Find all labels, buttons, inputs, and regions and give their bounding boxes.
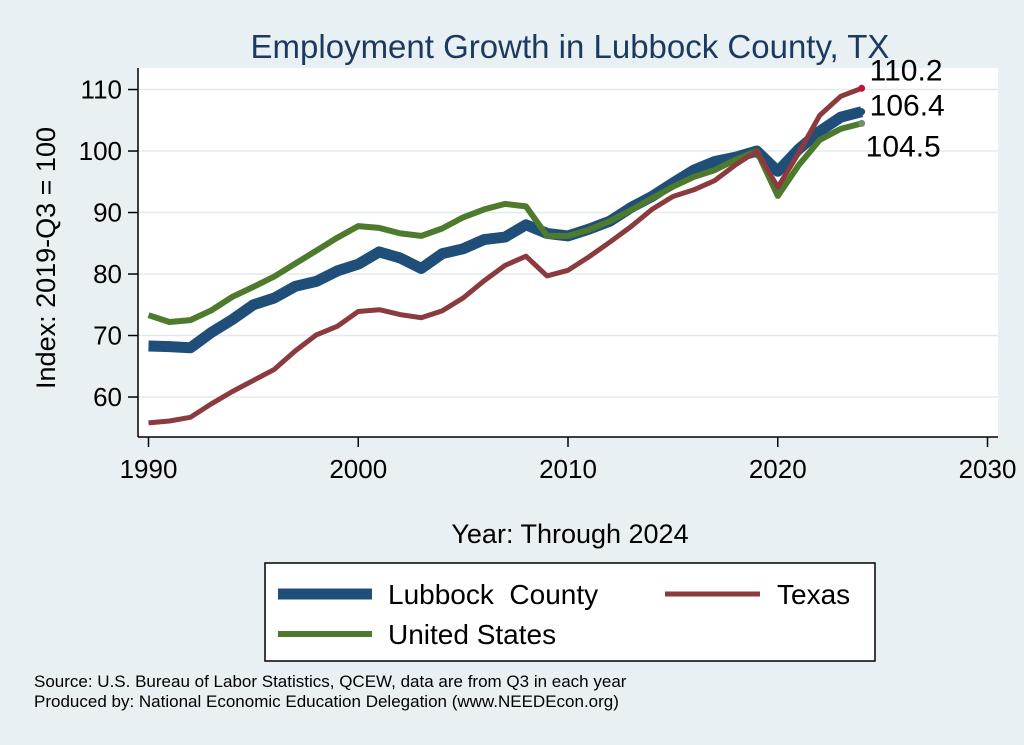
x-tick-label-2010: 2010	[539, 454, 597, 484]
axes	[128, 68, 998, 447]
legend-label-us: United States	[388, 619, 556, 650]
producer-note: Produced by: National Economic Education…	[34, 692, 619, 711]
end-point-texas	[858, 84, 866, 92]
end-label-lubbock: 106.4	[870, 90, 945, 123]
chart-title: Employment Growth in Lubbock County, TX	[251, 28, 890, 65]
footer-notes: Source: U.S. Bureau of Labor Statistics,…	[34, 672, 626, 712]
y-tick-label-80: 80	[93, 259, 122, 289]
y-tick-label-90: 90	[93, 198, 122, 228]
end-point-us	[858, 119, 866, 127]
end-label-texas: 110.2	[870, 54, 943, 87]
series-line-texas	[148, 85, 863, 426]
tick-labels: 60 70 80 90 100 110 1990 2000 2010 2020 2030	[79, 75, 1017, 484]
x-tick-label-2000: 2000	[329, 454, 387, 484]
y-tick-label-110: 110	[81, 75, 122, 105]
end-point-lubbock	[858, 108, 866, 116]
x-tick-label-2020: 2020	[749, 454, 807, 484]
x-tick-label-2030: 2030	[959, 454, 1017, 484]
y-axis-title: Index: 2019-Q3 = 100	[31, 127, 61, 389]
legend-label-lubbock: Lubbock County	[388, 579, 598, 610]
series-lines	[147, 85, 864, 426]
y-tick-label-70: 70	[93, 321, 122, 351]
x-axis-title: Year: Through 2024	[451, 519, 688, 549]
end-label-us: 104.5	[866, 130, 941, 163]
source-note: Source: U.S. Bureau of Labor Statistics,…	[34, 672, 627, 691]
x-tick-label-1990: 1990	[120, 454, 178, 484]
legend: Lubbock County Texas United States	[264, 562, 876, 662]
legend-label-texas: Texas	[777, 579, 850, 610]
y-tick-label-60: 60	[93, 382, 122, 412]
plot-area	[138, 68, 998, 437]
employment-chart: 60 70 80 90 100 110 1990 2000 2010 2020 2030 106.4…	[31, 28, 1017, 662]
y-tick-label-100: 100	[79, 136, 122, 166]
series-line-us	[147, 120, 863, 325]
